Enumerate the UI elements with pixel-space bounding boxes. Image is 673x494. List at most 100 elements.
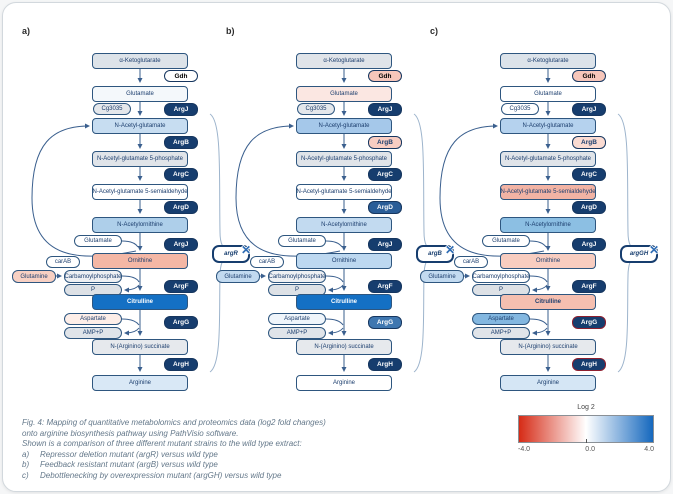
caption-line: Shown is a comparison of three different… <box>22 439 302 448</box>
enzyme-argh: ArgH <box>572 358 606 371</box>
enzyme-argj2: ArgJ <box>572 238 606 251</box>
enzyme-argb: ArgB <box>164 136 198 149</box>
enzyme-argc: ArgC <box>164 168 198 181</box>
enzyme-argj2: ArgJ <box>368 238 402 251</box>
metabolite-asp: Aspartate <box>268 313 326 325</box>
metabolite-nagp: N-Acetyl-glutamate 5-phosphate <box>500 151 596 167</box>
metabolite-amp: AMP+P <box>472 327 530 339</box>
metabolite-cg3035: Cg3035 <box>93 103 131 115</box>
legend-midpoint-tick <box>586 439 587 443</box>
metabolite-nag: N-Acetyl-glutamate <box>296 118 392 134</box>
caption-marker: b) <box>22 460 30 469</box>
metabolite-nags: N-Acetyl-glutamate 5-semialdehyde <box>296 184 392 200</box>
panel-label: c) <box>430 26 439 36</box>
metabolite-nagp: N-Acetyl-glutamate 5-phosphate <box>296 151 392 167</box>
enzyme-argb: ArgB <box>368 136 402 149</box>
mutant-label-pill: argGH <box>620 245 658 263</box>
metabolite-arg: Arginine <box>500 375 596 391</box>
pathway-panel-c: c) α-Ketoglutarate Gdh Glutamate Cg3035 ArgJ N… <box>418 26 662 408</box>
metabolite-akg: α-Ketoglutarate <box>92 53 188 69</box>
metabolite-amp: AMP+P <box>64 327 122 339</box>
metabolite-amp: AMP+P <box>268 327 326 339</box>
enzyme-argf: ArgF <box>164 280 198 293</box>
caption-item-c: c) Debottlenecking by overexpression mut… <box>22 471 362 482</box>
enzyme-argb: ArgB <box>572 136 606 149</box>
metabolite-nags: N-Acetyl-glutamate 5-semialdehyde <box>92 184 188 200</box>
enzyme-argh: ArgH <box>164 358 198 371</box>
metabolite-nags: N-Acetyl-glutamate 5-semialdehyde <box>500 184 596 200</box>
metabolite-nas: N-(Arginino) succinate <box>92 339 188 355</box>
caption-item-b: b) Feedback resistant mutant (argB) vers… <box>22 460 362 471</box>
metabolite-asp: Aspartate <box>64 313 122 325</box>
metabolite-nagp: N-Acetyl-glutamate 5-phosphate <box>92 151 188 167</box>
metabolite-nas: N-(Arginino) succinate <box>500 339 596 355</box>
metabolite-cit: Citrulline <box>500 294 596 310</box>
enzyme-argg: ArgG <box>572 316 606 329</box>
enzyme-argc: ArgC <box>368 168 402 181</box>
metabolite-gln: Glutamine <box>216 270 260 283</box>
metabolite-carab: carAB <box>454 256 488 268</box>
metabolite-asp: Aspartate <box>472 313 530 325</box>
enzyme-argc: ArgC <box>572 168 606 181</box>
metabolite-orn: Ornithine <box>92 253 188 269</box>
enzyme-gdh: Gdh <box>572 70 606 82</box>
legend-title: Log 2 <box>577 404 595 411</box>
metabolite-cbp: Carbamoylphosphate <box>64 270 122 283</box>
legend-tick-zero: 0.0 <box>585 446 596 453</box>
metabolite-akg: α-Ketoglutarate <box>500 53 596 69</box>
enzyme-argh: ArgH <box>368 358 402 371</box>
enzyme-argd: ArgD <box>164 201 198 214</box>
metabolite-cit: Citrulline <box>92 294 188 310</box>
mutation-x-icon: ✕ <box>649 243 660 257</box>
metabolite-nao: N-Acetylornithine <box>92 217 188 233</box>
legend-gradient-bar <box>518 415 654 443</box>
caption-text: Debottlenecking by overexpression mutant… <box>40 470 282 480</box>
legend-tick-min: -4.0 <box>518 446 531 453</box>
enzyme-argg: ArgG <box>368 316 402 329</box>
enzyme-argf: ArgF <box>368 280 402 293</box>
enzyme-argj2: ArgJ <box>164 238 198 251</box>
caption-item-a: a) Repressor deletion mutant (argR) vers… <box>22 450 362 461</box>
enzyme-gdh: Gdh <box>164 70 198 82</box>
metabolite-carab: carAB <box>250 256 284 268</box>
metabolite-gln: Glutamine <box>12 270 56 283</box>
metabolite-arg: Arginine <box>296 375 392 391</box>
enzyme-argd: ArgD <box>368 201 402 214</box>
metabolite-nao: N-Acetylornithine <box>500 217 596 233</box>
metabolite-nas: N-(Arginino) succinate <box>296 339 392 355</box>
pathway-panel-a: a) α-Ketoglutarate Gdh Glutamate Cg3035 ArgJ N… <box>10 26 254 408</box>
enzyme-gdh: Gdh <box>368 70 402 82</box>
color-scale-legend: Log 2 -4.0 0.0 4.0 <box>518 404 654 453</box>
enzyme-argg: ArgG <box>164 316 198 329</box>
caption-text: Repressor deletion mutant (argR) versus … <box>40 449 218 459</box>
metabolite-orn: Ornithine <box>500 253 596 269</box>
metabolite-glu1: Glutamate <box>296 86 392 102</box>
metabolite-glu2: Glutamate <box>74 235 122 247</box>
metabolite-gln: Glutamine <box>420 270 464 283</box>
enzyme-argj1: ArgJ <box>368 103 402 116</box>
metabolite-glu1: Glutamate <box>500 86 596 102</box>
pathway-panel-b: b) α-Ketoglutarate Gdh Glutamate Cg3035 ArgJ N… <box>214 26 458 408</box>
panel-label: b) <box>226 26 235 36</box>
caption-text: Feedback resistant mutant (argB) versus … <box>40 460 218 469</box>
legend-tick-labels: -4.0 0.0 4.0 <box>518 446 654 453</box>
caption-marker: c) <box>22 470 29 480</box>
metabolite-orn: Ornithine <box>296 253 392 269</box>
metabolite-cbp: Carbamoylphosphate <box>472 270 530 283</box>
metabolite-glu2: Glutamate <box>278 235 326 247</box>
caption-line: Fig. 4: Mapping of quantitative metabolo… <box>22 418 326 427</box>
metabolite-nag: N-Acetyl-glutamate <box>92 118 188 134</box>
metabolite-cg3035: Cg3035 <box>297 103 335 115</box>
metabolite-cbp: Carbamoylphosphate <box>268 270 326 283</box>
enzyme-argf: ArgF <box>572 280 606 293</box>
metabolite-glu1: Glutamate <box>92 86 188 102</box>
figure-caption: Fig. 4: Mapping of quantitative metabolo… <box>22 418 362 481</box>
enzyme-argj1: ArgJ <box>164 103 198 116</box>
panel-label: a) <box>22 26 31 36</box>
metabolite-nao: N-Acetylornithine <box>296 217 392 233</box>
enzyme-argd: ArgD <box>572 201 606 214</box>
legend-tick-max: 4.0 <box>644 446 654 453</box>
metabolite-arg: Arginine <box>92 375 188 391</box>
enzyme-argj1: ArgJ <box>572 103 606 116</box>
